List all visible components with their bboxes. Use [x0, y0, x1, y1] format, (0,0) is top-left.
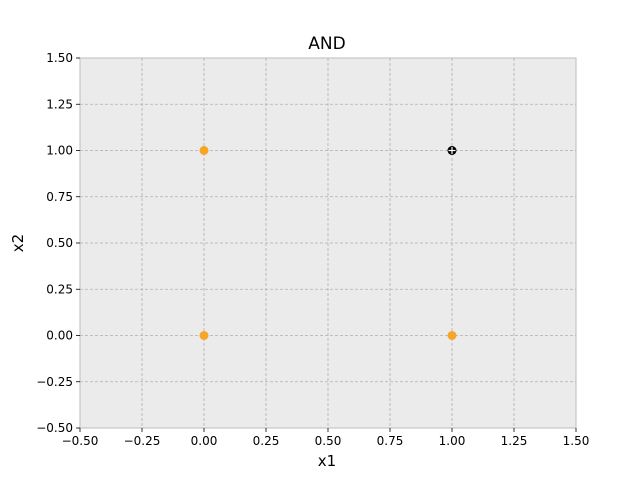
y-tick-label: 1.00 — [46, 144, 73, 158]
y-tick-label: −0.50 — [36, 421, 73, 435]
x-tick-label: 1.00 — [439, 434, 466, 448]
data-point-negative — [199, 331, 209, 340]
x-tick-label: 0.75 — [377, 434, 404, 448]
y-tick-label: 1.25 — [46, 97, 73, 111]
y-tick-label: −0.25 — [36, 375, 73, 389]
y-axis-label: x2 — [9, 234, 27, 252]
x-tick-label: −0.50 — [62, 434, 99, 448]
x-tick-label: 0.50 — [315, 434, 342, 448]
y-tick-label: 0.00 — [46, 329, 73, 343]
x-axis-ticks: −0.50 −0.25 0.00 0.25 0.50 0.75 1.00 1.25 1.50 — [62, 428, 590, 448]
chart-title: AND — [308, 34, 345, 54]
y-tick-label: 0.50 — [46, 236, 73, 250]
x-tick-label: 1.50 — [563, 434, 590, 448]
x-tick-label: 1.25 — [501, 434, 528, 448]
y-tick-label: 1.50 — [46, 51, 73, 65]
grid-lines — [80, 58, 576, 428]
y-tick-label: 0.25 — [46, 282, 73, 296]
x-axis-label: x1 — [318, 452, 336, 470]
data-point-negative — [447, 331, 457, 340]
data-points — [199, 146, 457, 340]
x-tick-label: 0.00 — [191, 434, 218, 448]
y-axis-ticks: −0.50 −0.25 0.00 0.25 0.50 0.75 1.00 1.25 1.50 — [36, 51, 80, 435]
data-point-positive — [447, 146, 457, 155]
x-tick-label: −0.25 — [124, 434, 161, 448]
x-tick-label: 0.25 — [253, 434, 280, 448]
y-tick-label: 0.75 — [46, 190, 73, 204]
data-point-negative — [199, 146, 209, 155]
